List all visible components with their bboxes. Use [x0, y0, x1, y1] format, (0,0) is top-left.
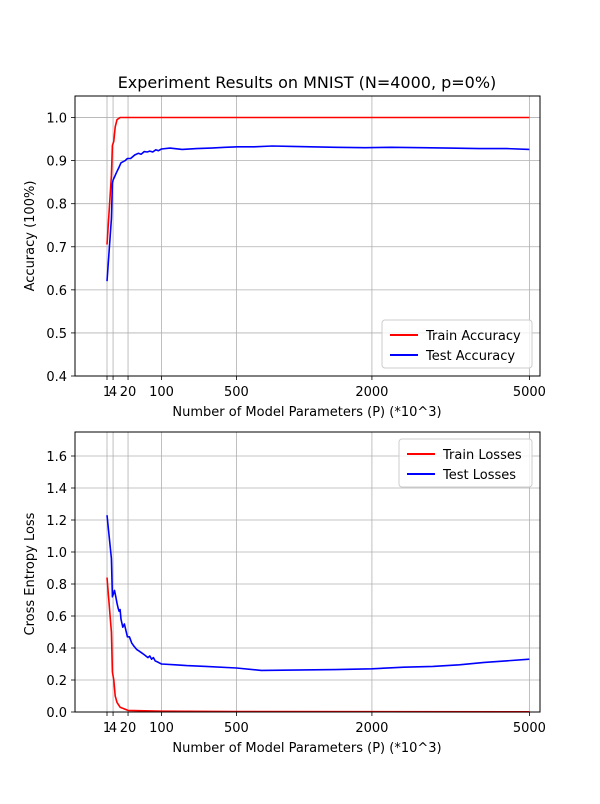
- loss-x-tick-label: 5000: [513, 721, 546, 736]
- accuracy-plot: 14 20 100 500 2000 5000 0.4 0.5 0.6 0.7 0.8 0.9 1.0 T…: [46, 95, 546, 400]
- loss-plot: 14 20 100 500 2000 5000 0.0 0.2 0.4 0.6 0.8 1.0 1.2 1…: [46, 431, 546, 736]
- loss-y-tick-label: 0.8: [46, 578, 67, 593]
- accuracy-legend-label: Test Accuracy: [425, 349, 515, 364]
- loss-y-tick-label: 0.4: [46, 642, 67, 657]
- accuracy-x-tick-label: 5000: [513, 385, 546, 400]
- accuracy-series-test-accuracy: [106, 145, 530, 282]
- loss-x-tick-label: 100: [149, 721, 174, 736]
- accuracy-x-tick-label: 100: [149, 385, 174, 400]
- accuracy-y-tick-label: 0.8: [46, 198, 67, 213]
- loss-y-tick-label: 1.2: [46, 514, 67, 529]
- loss-y-tick-label: 1.0: [46, 546, 67, 561]
- accuracy-legend-box: [381, 319, 533, 369]
- accuracy-x-axis-label: Number of Model Parameters (P) (*10^3): [172, 405, 441, 420]
- accuracy-x-tick-label: 4: [109, 385, 117, 400]
- accuracy-y-tick-label: 0.7: [46, 241, 67, 256]
- accuracy-y-tick-label: 0.5: [46, 327, 67, 342]
- loss-x-axis-label: Number of Model Parameters (P) (*10^3): [172, 741, 441, 756]
- accuracy-legend-label: Train Accuracy: [425, 329, 521, 344]
- loss-x-tick-label: 4: [109, 721, 117, 736]
- loss-x-tick-label: 2000: [355, 721, 388, 736]
- loss-y-tick-label: 0.0: [46, 706, 67, 721]
- loss-legend: Train Losses Test Losses: [398, 438, 533, 488]
- chart-title: Experiment Results on MNIST (N=4000, p=0…: [118, 73, 497, 92]
- accuracy-y-tick-label: 1.0: [46, 112, 67, 127]
- accuracy-legend: Train Accuracy Test Accuracy: [381, 319, 533, 369]
- loss-legend-label: Test Losses: [442, 468, 516, 483]
- accuracy-series-train-accuracy: [106, 116, 530, 245]
- loss-x-tick-label: 1: [103, 721, 111, 736]
- loss-y-tick-label: 0.6: [46, 610, 67, 625]
- loss-y-tick-label: 1.6: [46, 450, 67, 465]
- loss-y-axis-label: Cross Entropy Loss: [23, 512, 38, 635]
- accuracy-y-tick-label: 0.6: [46, 284, 67, 299]
- accuracy-y-tick-label: 0.9: [46, 155, 67, 170]
- loss-series-train-losses: [106, 577, 530, 713]
- accuracy-x-tick-label: 1: [103, 385, 111, 400]
- loss-plot-frame: [74, 431, 541, 713]
- loss-legend-label: Train Losses: [442, 448, 522, 463]
- accuracy-x-tick-label: 500: [224, 385, 249, 400]
- loss-x-tick-label: 20: [120, 721, 137, 736]
- loss-series-test-losses: [106, 515, 530, 672]
- accuracy-y-tick-label: 0.4: [46, 370, 67, 385]
- loss-x-tick-label: 500: [224, 721, 249, 736]
- loss-y-tick-label: 0.2: [46, 674, 67, 689]
- accuracy-x-tick-label: 20: [120, 385, 137, 400]
- accuracy-x-tick-label: 2000: [355, 385, 388, 400]
- loss-y-tick-label: 1.4: [46, 482, 67, 497]
- accuracy-plot-frame: [74, 95, 541, 377]
- accuracy-y-axis-label: Accuracy (100%): [23, 181, 38, 292]
